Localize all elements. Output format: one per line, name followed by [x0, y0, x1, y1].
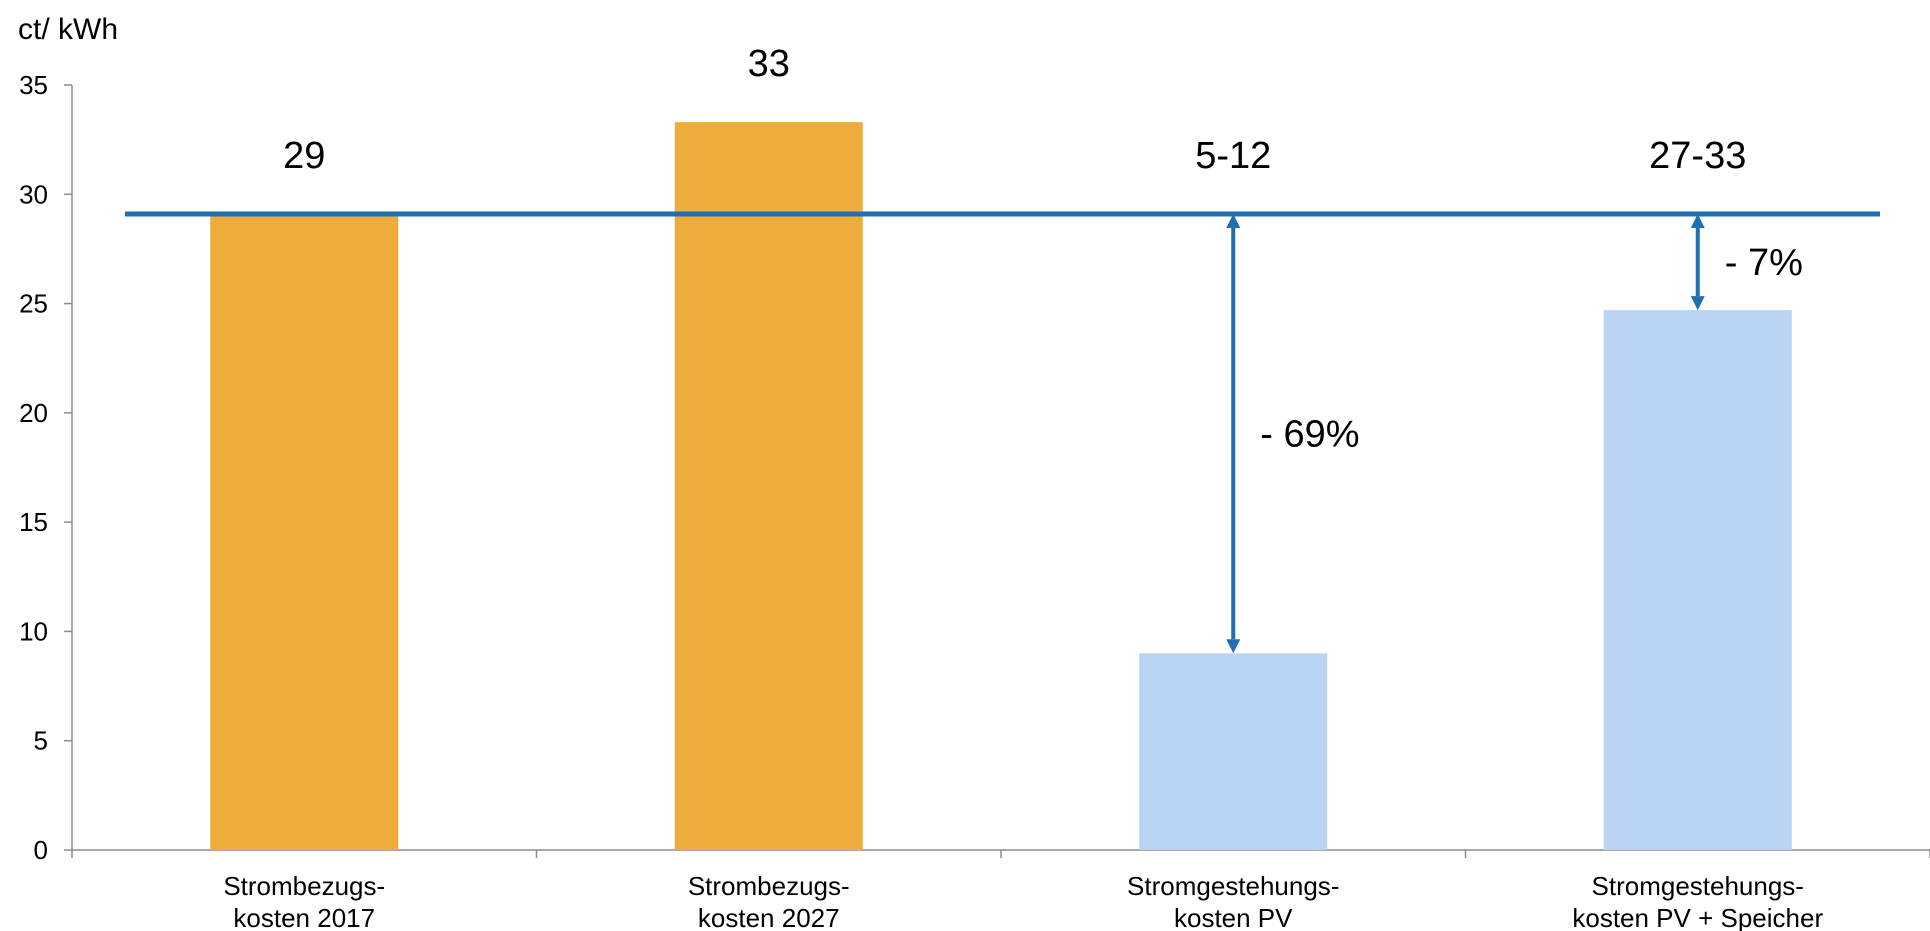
x-tick-label-line: kosten 2017 [233, 903, 375, 931]
annotation-arrow-head-down [1690, 296, 1705, 311]
x-tick-label: Stromgestehungs-kosten PV + Speicher [1572, 871, 1823, 931]
y-tick-label: 30 [19, 179, 48, 209]
bar [1603, 310, 1792, 851]
bar [674, 122, 863, 850]
annotation-arrow-head-down [1226, 639, 1241, 654]
x-tick-label-line: kosten PV + Speicher [1572, 903, 1823, 931]
annotation-arrow-head-up [1690, 213, 1705, 228]
annotation-arrow-head-up [1226, 213, 1241, 228]
value-label: 29 [283, 135, 325, 177]
bar [1139, 653, 1328, 850]
bars [210, 122, 1792, 851]
x-tick-label-line: Stromgestehungs- [1592, 871, 1804, 901]
y-tick-label: 0 [34, 835, 48, 865]
value-label: 5-12 [1195, 135, 1271, 177]
annotation-label: - 69% [1260, 414, 1359, 456]
annotations: - 69% - 7% [1226, 213, 1803, 654]
y-tick-label: 25 [19, 289, 48, 319]
bar [210, 216, 399, 851]
y-tick-label: 5 [34, 726, 48, 756]
value-label: 27-33 [1649, 135, 1746, 177]
y-tick-label: 20 [19, 398, 48, 428]
x-tick-label-line: Strombezugs- [223, 871, 385, 901]
y-tick-label: 15 [19, 507, 48, 537]
x-tick-label: Strombezugs-kosten 2017 [223, 871, 385, 931]
value-labels: 29 33 5-12 27-33 [283, 43, 1746, 177]
x-tick-label: Stromgestehungs-kosten PV [1127, 871, 1339, 931]
x-tick-label-line: Strombezugs- [688, 871, 850, 901]
x-tick-label-line: kosten 2027 [698, 903, 840, 931]
annotation-label: - 7% [1725, 242, 1803, 284]
x-axis: Strombezugs-kosten 2017Strombezugs-koste… [71, 849, 1930, 931]
x-tick-label-line: Stromgestehungs- [1127, 871, 1339, 901]
value-label: 33 [748, 43, 790, 85]
x-tick-label: Strombezugs-kosten 2027 [688, 871, 850, 931]
y-tick-label: 10 [19, 616, 48, 646]
y-axis-title: ct/ kWh [18, 13, 118, 46]
x-tick-label-line: kosten PV [1174, 903, 1293, 931]
y-axis: 0 5 10 15 20 25 30 35 [19, 70, 73, 865]
y-tick-label: 35 [19, 70, 48, 100]
